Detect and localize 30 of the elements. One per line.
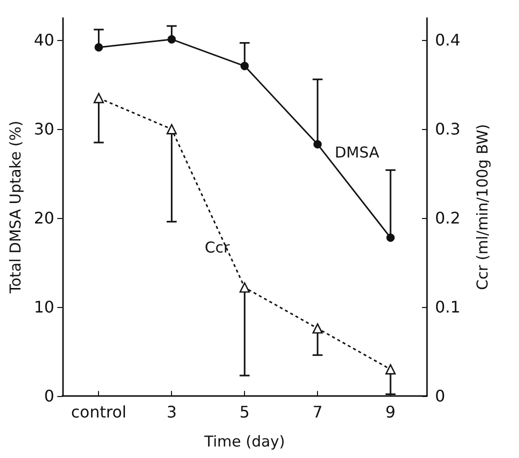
point — [166, 124, 177, 134]
y-axis-title: Total DMSA Uptake (%) — [6, 120, 24, 294]
point — [312, 323, 323, 334]
point — [239, 282, 250, 293]
series-label: Ccr — [204, 238, 230, 256]
y-tick-label: 20 — [34, 208, 54, 228]
point — [313, 140, 322, 148]
x-tick-label: control — [71, 402, 126, 422]
y-tick-label: 10 — [34, 298, 54, 317]
x-tick-label: 7 — [312, 402, 323, 422]
point — [386, 234, 395, 242]
y2-tick-label: 0.4 — [435, 30, 460, 50]
x-tick-label: 3 — [166, 402, 177, 422]
x-axis-title: Time (day) — [203, 432, 286, 450]
y2-axis-title: Ccr (ml/min/100g BW) — [474, 124, 492, 290]
point — [385, 364, 396, 374]
point — [94, 92, 104, 104]
y-tick-label: 40 — [34, 30, 54, 50]
y2-tick-label: 0.3 — [435, 120, 460, 139]
point — [94, 43, 103, 52]
x-tick-label: 9 — [385, 402, 396, 422]
y-tick-label: 30 — [34, 120, 54, 139]
point — [168, 35, 176, 44]
x-tick-label: 5 — [240, 402, 250, 422]
point — [240, 62, 249, 70]
y2-tick-label: 0.2 — [435, 208, 460, 228]
series-label: DMSA — [334, 143, 380, 162]
y-tick-label: 0 — [44, 386, 54, 406]
y2-tick-label: 0.1 — [435, 298, 460, 317]
y2-tick-label: 0 — [435, 386, 446, 406]
